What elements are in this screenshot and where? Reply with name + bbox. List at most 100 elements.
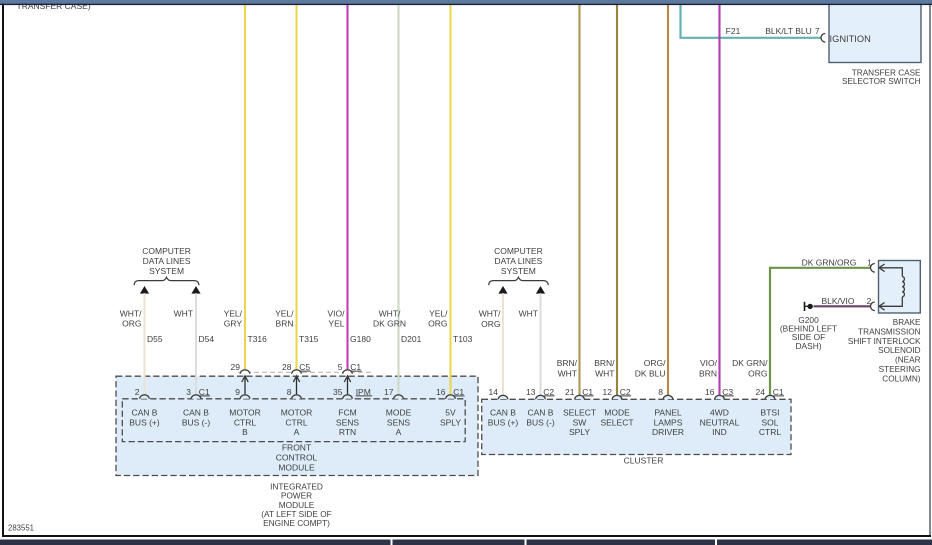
svg-text:ORG: ORG xyxy=(748,369,767,379)
svg-text:IPM: IPM xyxy=(356,387,371,397)
svg-text:DRIVER: DRIVER xyxy=(652,427,684,437)
svg-text:ORG/: ORG/ xyxy=(644,358,666,368)
svg-text:SYSTEM: SYSTEM xyxy=(501,266,536,276)
svg-text:FCM: FCM xyxy=(338,408,356,418)
svg-text:(NEAR: (NEAR xyxy=(895,356,921,365)
svg-text:ORG: ORG xyxy=(122,319,141,329)
svg-text:29: 29 xyxy=(231,362,241,372)
svg-text:MODULE: MODULE xyxy=(279,500,315,510)
svg-text:TRANSFER CASE): TRANSFER CASE) xyxy=(17,1,91,11)
svg-text:T103: T103 xyxy=(453,334,473,344)
svg-text:MODE: MODE xyxy=(386,408,412,418)
svg-text:CTRL: CTRL xyxy=(285,417,307,427)
svg-text:C1: C1 xyxy=(453,387,464,397)
svg-text:WHT: WHT xyxy=(519,309,538,319)
svg-text:21: 21 xyxy=(565,387,575,397)
svg-text:INTEGRATED: INTEGRATED xyxy=(270,481,323,491)
svg-text:C3: C3 xyxy=(722,387,733,397)
svg-text:BLK/VIO: BLK/VIO xyxy=(821,296,854,306)
svg-text:C1: C1 xyxy=(199,387,210,397)
svg-text:ENGINE COMPT): ENGINE COMPT) xyxy=(263,518,330,528)
svg-text:F21: F21 xyxy=(726,26,741,36)
svg-text:MODULE: MODULE xyxy=(278,463,315,473)
svg-text:CAN B: CAN B xyxy=(132,408,158,418)
svg-text:MODE: MODE xyxy=(604,408,630,418)
svg-text:28: 28 xyxy=(282,362,292,372)
svg-text:SPLY: SPLY xyxy=(569,427,590,437)
svg-text:8: 8 xyxy=(287,387,292,397)
svg-text:CAN B: CAN B xyxy=(490,408,516,418)
svg-text:BRAKE: BRAKE xyxy=(893,318,921,327)
svg-text:8: 8 xyxy=(658,387,663,397)
svg-text:DATA LINES: DATA LINES xyxy=(143,256,191,266)
svg-text:BUS (+): BUS (+) xyxy=(488,417,519,427)
svg-text:SIDE OF: SIDE OF xyxy=(792,332,826,342)
svg-text:BUS (+): BUS (+) xyxy=(129,417,160,427)
svg-text:12: 12 xyxy=(603,387,613,397)
svg-text:SENS: SENS xyxy=(336,417,359,427)
svg-text:B: B xyxy=(242,427,248,437)
svg-text:D55: D55 xyxy=(147,334,163,344)
svg-text:T315: T315 xyxy=(299,334,319,344)
svg-text:35: 35 xyxy=(333,387,343,397)
svg-text:WHT/: WHT/ xyxy=(379,309,401,319)
svg-text:FRONT: FRONT xyxy=(282,442,311,452)
svg-text:YEL/: YEL/ xyxy=(275,309,294,319)
svg-text:BRN/: BRN/ xyxy=(594,358,615,368)
svg-text:G200: G200 xyxy=(798,315,819,325)
svg-text:COLUMN): COLUMN) xyxy=(882,374,920,383)
svg-text:COMPUTER: COMPUTER xyxy=(142,246,191,256)
svg-text:BRN/: BRN/ xyxy=(557,358,578,368)
svg-text:BRN: BRN xyxy=(276,319,294,329)
svg-text:SYSTEM: SYSTEM xyxy=(149,266,184,276)
svg-text:WHT: WHT xyxy=(174,309,193,319)
svg-text:IND: IND xyxy=(712,427,727,437)
svg-text:C1: C1 xyxy=(350,362,361,372)
svg-text:WHT: WHT xyxy=(558,369,577,379)
svg-text:LAMPS: LAMPS xyxy=(654,417,683,427)
svg-text:WHT/: WHT/ xyxy=(479,309,501,319)
svg-text:CAN B: CAN B xyxy=(183,408,209,418)
svg-text:1: 1 xyxy=(867,257,872,267)
svg-text:2: 2 xyxy=(135,387,140,397)
svg-text:BUS (-): BUS (-) xyxy=(526,417,555,427)
svg-text:YEL/: YEL/ xyxy=(224,309,243,319)
svg-text:DK GRN/: DK GRN/ xyxy=(732,358,768,368)
svg-text:WHT: WHT xyxy=(595,369,614,379)
svg-text:PANEL: PANEL xyxy=(654,408,682,418)
svg-text:D54: D54 xyxy=(199,334,215,344)
svg-text:(BEHIND LEFT: (BEHIND LEFT xyxy=(780,324,837,334)
svg-text:14: 14 xyxy=(489,387,499,397)
svg-text:DATA LINES: DATA LINES xyxy=(494,256,542,266)
svg-text:7: 7 xyxy=(815,26,820,36)
svg-text:C2: C2 xyxy=(620,387,631,397)
svg-text:SELECTOR SWITCH: SELECTOR SWITCH xyxy=(842,77,921,86)
svg-text:DASH): DASH) xyxy=(795,341,821,351)
svg-text:MOTOR: MOTOR xyxy=(229,408,260,418)
svg-text:A: A xyxy=(294,427,300,437)
svg-text:C1: C1 xyxy=(773,387,784,397)
svg-text:SW: SW xyxy=(573,417,587,427)
svg-text:D201: D201 xyxy=(401,334,422,344)
svg-text:COMPUTER: COMPUTER xyxy=(494,246,543,256)
svg-text:NEUTRAL: NEUTRAL xyxy=(700,417,740,427)
svg-text:CTRL: CTRL xyxy=(759,427,781,437)
svg-text:VIO/: VIO/ xyxy=(327,309,345,319)
svg-text:ORG: ORG xyxy=(481,319,500,329)
svg-text:G180: G180 xyxy=(350,334,371,344)
svg-text:TRANSFER CASE: TRANSFER CASE xyxy=(852,69,921,78)
svg-text:RTN: RTN xyxy=(339,427,356,437)
svg-text:C5: C5 xyxy=(299,362,310,372)
svg-text:SOLENOID: SOLENOID xyxy=(878,346,920,355)
svg-text:CTRL: CTRL xyxy=(234,417,256,427)
svg-text:16: 16 xyxy=(436,387,446,397)
svg-text:SENS: SENS xyxy=(387,417,410,427)
svg-text:DK GRN/ORG: DK GRN/ORG xyxy=(802,258,857,268)
svg-text:(AT LEFT SIDE OF: (AT LEFT SIDE OF xyxy=(261,509,332,519)
svg-text:BRN: BRN xyxy=(699,369,717,379)
svg-text:CLUSTER: CLUSTER xyxy=(624,456,664,466)
svg-text:DK GRN: DK GRN xyxy=(373,319,406,329)
svg-text:3: 3 xyxy=(186,387,191,397)
svg-text:5: 5 xyxy=(338,362,343,372)
svg-text:IGNITION: IGNITION xyxy=(830,34,871,44)
